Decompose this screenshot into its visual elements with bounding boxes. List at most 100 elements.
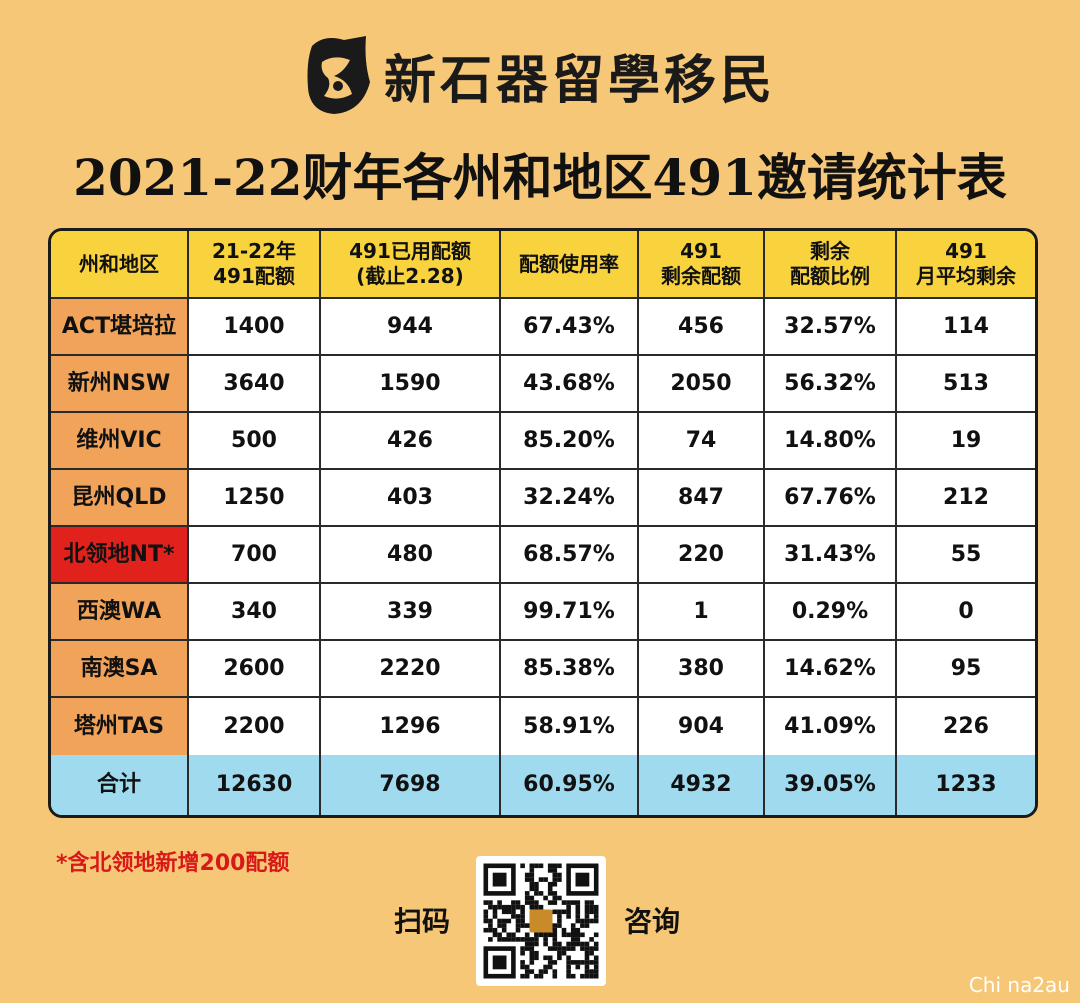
column-header-line: 剩余配额 xyxy=(661,264,741,288)
monthly-avg-cell: 19 xyxy=(897,413,1035,470)
quota-cell: 2200 xyxy=(189,698,321,755)
quota-cell: 340 xyxy=(189,584,321,641)
table-row: ACT堪培拉 1400 944 67.43% 456 32.57% 114 xyxy=(51,299,1035,356)
used-cell: 403 xyxy=(321,470,501,527)
total-label: 合计 xyxy=(51,755,189,815)
footnote: *含北领地新增200配额 xyxy=(56,851,290,876)
region-cell: 昆州QLD xyxy=(51,470,189,527)
region-cell: 维州VIC xyxy=(51,413,189,470)
table-row: 新州NSW 3640 1590 43.68% 2050 56.32% 513 xyxy=(51,356,1035,413)
remaining-cell: 904 xyxy=(639,698,765,755)
table-header: 州和地区 21-22年 491配额 491已用配额 (截止2.28) 配额使用率 491 剩余… xyxy=(51,231,1035,299)
remaining-cell: 74 xyxy=(639,413,765,470)
column-header: 491 月平均剩余 xyxy=(897,231,1035,299)
source-credit: Chi na2au xyxy=(968,973,1070,997)
total-used: 7698 xyxy=(321,755,501,815)
used-cell: 944 xyxy=(321,299,501,356)
table-row: 塔州TAS 2200 1296 58.91% 904 41.09% 226 xyxy=(51,698,1035,755)
monthly-avg-cell: 513 xyxy=(897,356,1035,413)
region-cell: 新州NSW xyxy=(51,356,189,413)
column-header: 21-22年 491配额 xyxy=(189,231,321,299)
table-row: 维州VIC 500 426 85.20% 74 14.80% 19 xyxy=(51,413,1035,470)
consult-label: 咨询 xyxy=(624,905,681,938)
rate-cell: 67.43% xyxy=(501,299,639,356)
total-remaining-ratio: 39.05% xyxy=(765,755,897,815)
region-cell: 北领地NT* xyxy=(51,527,189,584)
invitation-stats-table: 州和地区 21-22年 491配额 491已用配额 (截止2.28) 配额使用率 491 剩余… xyxy=(48,228,1038,818)
rate-cell: 85.38% xyxy=(501,641,639,698)
rate-cell: 85.20% xyxy=(501,413,639,470)
column-header-line: (截止2.28) xyxy=(356,264,464,288)
table-row: 南澳SA 2600 2220 85.38% 380 14.62% 95 xyxy=(51,641,1035,698)
used-cell: 2220 xyxy=(321,641,501,698)
used-cell: 1590 xyxy=(321,356,501,413)
column-header-line: 月平均剩余 xyxy=(916,264,1016,288)
used-cell: 339 xyxy=(321,584,501,641)
total-remaining: 4932 xyxy=(639,755,765,815)
total-rate: 60.95% xyxy=(501,755,639,815)
rate-cell: 99.71% xyxy=(501,584,639,641)
remaining-ratio-cell: 14.80% xyxy=(765,413,897,470)
column-header: 州和地区 xyxy=(51,231,189,299)
page-title: 2021-22财年各州和地区491邀请统计表 xyxy=(73,148,1007,207)
remaining-cell: 2050 xyxy=(639,356,765,413)
remaining-ratio-cell: 0.29% xyxy=(765,584,897,641)
table-body: ACT堪培拉 1400 944 67.43% 456 32.57% 114 新州NSW 3640… xyxy=(51,299,1035,755)
region-cell: 西澳WA xyxy=(51,584,189,641)
column-header-line: 491 xyxy=(945,239,987,263)
rate-cell: 68.57% xyxy=(501,527,639,584)
quota-cell: 500 xyxy=(189,413,321,470)
table-row: 西澳WA 340 339 99.71% 1 0.29% 0 xyxy=(51,584,1035,641)
used-cell: 480 xyxy=(321,527,501,584)
brand-name: 新石器留學移民 xyxy=(383,49,776,111)
column-header: 剩余 配额比例 xyxy=(765,231,897,299)
header-row: 州和地区 21-22年 491配额 491已用配额 (截止2.28) 配额使用率 491 剩余… xyxy=(51,231,1035,299)
remaining-ratio-cell: 14.62% xyxy=(765,641,897,698)
brand-logo-icon xyxy=(307,36,370,114)
monthly-avg-cell: 0 xyxy=(897,584,1035,641)
table-row: 北领地NT* 700 480 68.57% 220 31.43% 55 xyxy=(51,527,1035,584)
remaining-cell: 1 xyxy=(639,584,765,641)
region-cell: 塔州TAS xyxy=(51,698,189,755)
rate-cell: 58.91% xyxy=(501,698,639,755)
quota-cell: 700 xyxy=(189,527,321,584)
remaining-cell: 220 xyxy=(639,527,765,584)
remaining-ratio-cell: 31.43% xyxy=(765,527,897,584)
column-header-line: 配额使用率 xyxy=(519,251,619,276)
column-header: 491 剩余配额 xyxy=(639,231,765,299)
column-header: 491已用配额 (截止2.28) xyxy=(321,231,501,299)
total-monthly-avg: 1233 xyxy=(897,755,1035,815)
monthly-avg-cell: 95 xyxy=(897,641,1035,698)
column-header-line: 491 xyxy=(680,239,722,263)
monthly-avg-cell: 114 xyxy=(897,299,1035,356)
table-total: 合计 12630 7698 60.95% 4932 39.05% 1233 xyxy=(51,755,1035,815)
quota-cell: 1250 xyxy=(189,470,321,527)
region-cell: ACT堪培拉 xyxy=(51,299,189,356)
rate-cell: 43.68% xyxy=(501,356,639,413)
table-row: 昆州QLD 1250 403 32.24% 847 67.76% 212 xyxy=(51,470,1035,527)
total-quota: 12630 xyxy=(189,755,321,815)
remaining-ratio-cell: 56.32% xyxy=(765,356,897,413)
qr-code[interactable] xyxy=(476,856,606,986)
brand-header: 新石器留學移民 xyxy=(0,30,1080,120)
column-header-line: 剩余 xyxy=(810,239,850,263)
used-cell: 1296 xyxy=(321,698,501,755)
used-cell: 426 xyxy=(321,413,501,470)
rate-cell: 32.24% xyxy=(501,470,639,527)
remaining-cell: 380 xyxy=(639,641,765,698)
quota-cell: 2600 xyxy=(189,641,321,698)
monthly-avg-cell: 226 xyxy=(943,713,989,739)
quota-cell: 3640 xyxy=(189,356,321,413)
column-header-line: 州和地区 xyxy=(79,251,159,276)
column-header-line: 491已用配额 xyxy=(349,239,471,263)
remaining-cell: 456 xyxy=(639,299,765,356)
region-cell: 南澳SA xyxy=(51,641,189,698)
column-header-line: 配额比例 xyxy=(790,264,870,288)
remaining-ratio-cell: 67.76% xyxy=(765,470,897,527)
remaining-cell: 847 xyxy=(639,470,765,527)
column-header: 配额使用率 xyxy=(501,231,639,299)
monthly-avg-cell: 212 xyxy=(897,470,1035,527)
total-row: 合计 12630 7698 60.95% 4932 39.05% 1233 xyxy=(51,755,1035,815)
column-header-line: 491配额 xyxy=(213,264,295,288)
column-header-line: 21-22年 xyxy=(212,239,296,263)
